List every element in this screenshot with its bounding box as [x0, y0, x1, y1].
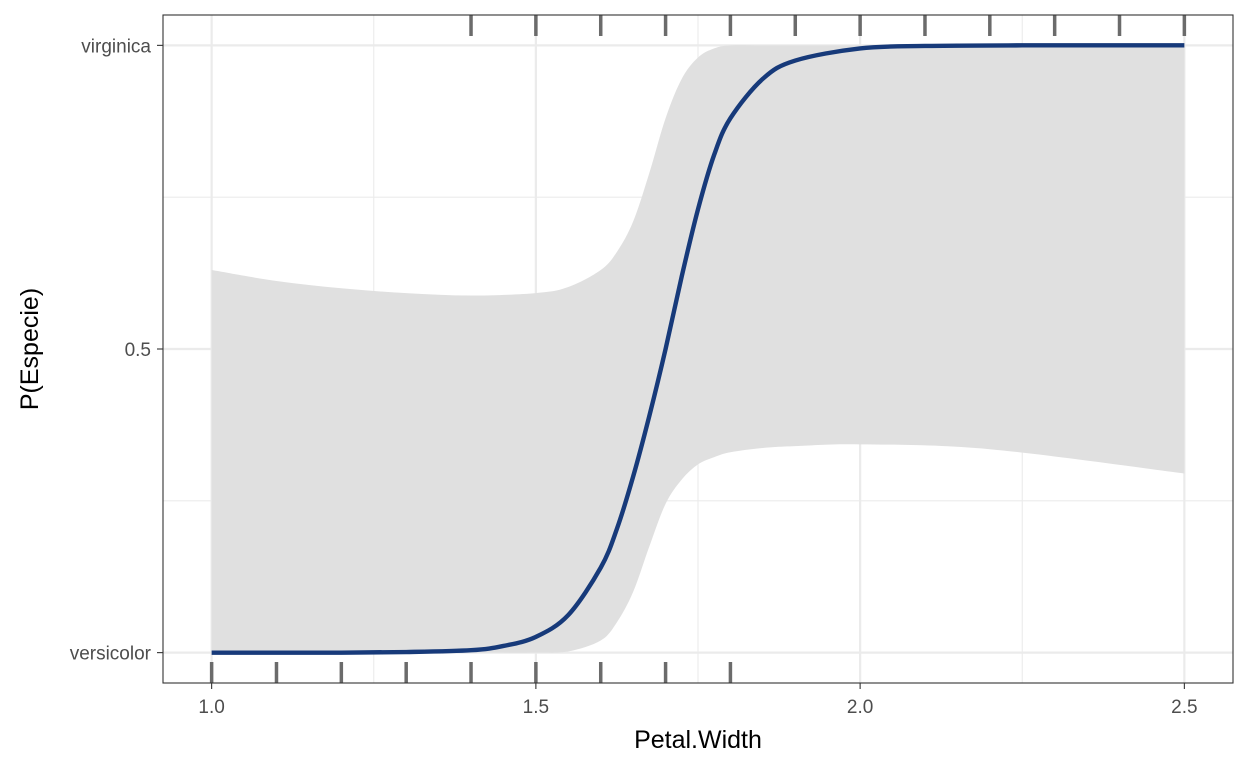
x-tick-label: 1.0	[198, 697, 224, 718]
y-tick-label: virginica	[81, 36, 151, 57]
y-tick-label: 0.5	[125, 340, 151, 361]
x-tick-label: 2.0	[847, 697, 873, 718]
x-tick-label: 2.5	[1171, 697, 1197, 718]
fit-lines	[211, 43, 1185, 655]
y-tick-label: versicolor	[70, 644, 152, 665]
y-axis-title: P(Especie)	[16, 288, 44, 410]
y-axis-ticks: versicolor 0.5 virginica	[70, 36, 163, 665]
confidence-band-area	[211, 45, 1185, 653]
x-axis-ticks: 1.0 1.5 2.0 2.5	[198, 683, 1198, 718]
rug-marks	[209, 15, 1187, 683]
x-axis-title: Petal.Width	[634, 726, 762, 754]
fit-line	[211, 43, 1185, 655]
x-tick-label: 1.5	[523, 697, 549, 718]
confidence-band	[211, 45, 1185, 653]
